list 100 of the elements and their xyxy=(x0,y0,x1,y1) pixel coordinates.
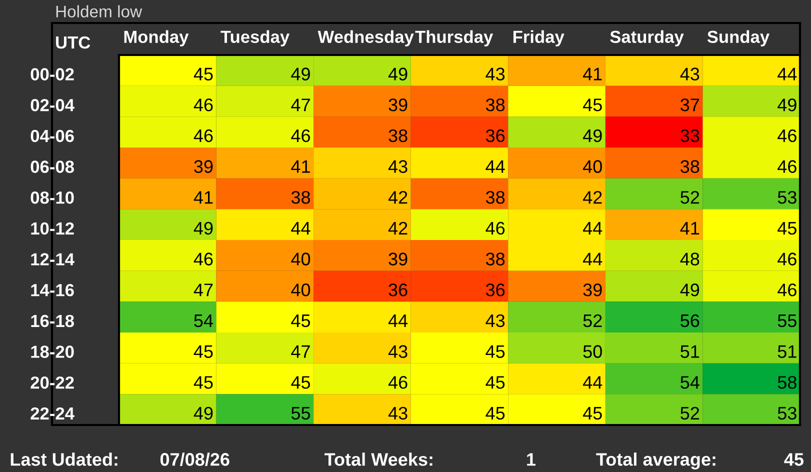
data-label: 43 xyxy=(388,406,408,420)
data-label: 55 xyxy=(778,314,796,328)
data-label: 46 xyxy=(194,129,213,142)
data-label: 42 xyxy=(388,191,408,204)
data-label: 45 xyxy=(486,407,505,420)
data-label: 36 xyxy=(486,284,505,296)
data-label: 46 xyxy=(778,160,796,173)
data-label: 43 xyxy=(388,160,408,173)
text: 45 xyxy=(784,453,804,466)
data-label: 43 xyxy=(388,345,408,358)
text: Total Weeks: xyxy=(324,452,432,466)
data-label: 49 xyxy=(778,98,796,112)
data-label: 50 xyxy=(583,345,602,358)
data-label: 41 xyxy=(680,222,700,234)
data-label: 39 xyxy=(194,160,213,173)
y-tick-label: 12-14 xyxy=(31,253,74,266)
data-label: 43 xyxy=(486,314,505,328)
chart-title: Holdem low xyxy=(56,5,142,18)
data-label: 55 xyxy=(291,407,310,420)
data-label: 44 xyxy=(388,314,408,327)
data-label: 39 xyxy=(388,252,408,266)
x-tick-label: Tuesday xyxy=(220,30,290,46)
data-label: 52 xyxy=(680,406,700,420)
data-label: 49 xyxy=(582,129,602,142)
data-label: 43 xyxy=(486,68,505,80)
data-label: 52 xyxy=(680,191,700,204)
data-label: 51 xyxy=(680,345,700,358)
y-tick-label: 14-16 xyxy=(31,284,74,296)
data-label: 45 xyxy=(582,98,602,112)
data-label: 46 xyxy=(778,284,796,296)
data-label: 49 xyxy=(194,222,213,235)
data-label: 38 xyxy=(680,160,700,173)
data-label: 56 xyxy=(680,314,700,328)
x-tick-label: Saturday xyxy=(610,30,684,46)
data-label: 45 xyxy=(291,376,310,389)
data-label: 46 xyxy=(194,98,213,112)
data-label: 38 xyxy=(388,129,408,142)
data-label: 41 xyxy=(291,160,310,173)
text: Last Udated: xyxy=(10,452,118,466)
y-axis-title: UTC xyxy=(56,36,90,49)
data-label: 49 xyxy=(680,284,700,296)
y-tick-label: 16-18 xyxy=(31,314,74,328)
data-label: 44 xyxy=(582,376,602,389)
data-label: 40 xyxy=(291,284,310,296)
data-label: 41 xyxy=(582,68,602,80)
data-label: 46 xyxy=(778,252,796,266)
data-label: 45 xyxy=(582,407,602,420)
data-label: 38 xyxy=(486,191,505,204)
data-label: 45 xyxy=(194,68,213,80)
data-label: 47 xyxy=(291,345,310,358)
data-label: 42 xyxy=(582,191,602,204)
data-label: 47 xyxy=(291,98,310,112)
text: 1 xyxy=(527,453,536,466)
y-tick-label: 18-20 xyxy=(31,346,74,358)
data-label: 46 xyxy=(194,252,213,266)
data-label: 41 xyxy=(194,191,213,204)
y-tick-label: 20-22 xyxy=(30,376,74,389)
data-label: 38 xyxy=(486,252,505,266)
text: 07/08/26 xyxy=(160,452,230,466)
data-label: 40 xyxy=(291,252,310,266)
data-label: 45 xyxy=(291,314,310,328)
data-label: 38 xyxy=(291,191,310,204)
data-label: 44 xyxy=(582,252,602,266)
data-label: 44 xyxy=(582,222,602,234)
y-tick-label: 06-08 xyxy=(30,160,74,173)
data-label: 39 xyxy=(583,284,602,296)
data-label: 51 xyxy=(778,345,796,358)
data-label: 47 xyxy=(194,284,213,296)
data-label: 42 xyxy=(388,222,408,234)
data-label: 44 xyxy=(778,68,797,80)
x-tick-label: Wednesday xyxy=(318,30,414,46)
data-label: 53 xyxy=(778,191,796,204)
data-label: 37 xyxy=(680,98,700,112)
data-label: 54 xyxy=(194,314,213,328)
data-label: 46 xyxy=(388,376,408,389)
data-label: 49 xyxy=(388,68,408,80)
data-label: 44 xyxy=(486,160,505,173)
data-label: 38 xyxy=(486,98,505,112)
data-label: 40 xyxy=(582,160,602,173)
data-label: 39 xyxy=(388,98,408,112)
x-tick-label: Monday xyxy=(124,30,189,46)
data-label: 52 xyxy=(583,314,602,328)
data-label: 46 xyxy=(291,129,310,142)
x-tick-label: Sunday xyxy=(707,30,770,46)
data-label: 43 xyxy=(680,68,700,80)
y-tick-label: 10-12 xyxy=(31,222,74,235)
y-tick-label: 04-06 xyxy=(30,130,74,142)
data-label: 46 xyxy=(778,129,796,142)
data-label: 45 xyxy=(486,376,505,389)
data-label: 36 xyxy=(388,284,408,296)
data-label: 54 xyxy=(680,376,700,389)
data-label: 58 xyxy=(778,376,796,389)
data-label: 45 xyxy=(486,345,505,358)
y-tick-label: 00-02 xyxy=(30,68,74,80)
data-label: 36 xyxy=(486,129,505,142)
y-tick-label: 22-24 xyxy=(30,407,74,420)
data-label: 49 xyxy=(291,68,310,80)
data-label: 46 xyxy=(486,222,505,235)
data-label: 45 xyxy=(194,345,213,358)
data-label: 48 xyxy=(680,252,700,266)
